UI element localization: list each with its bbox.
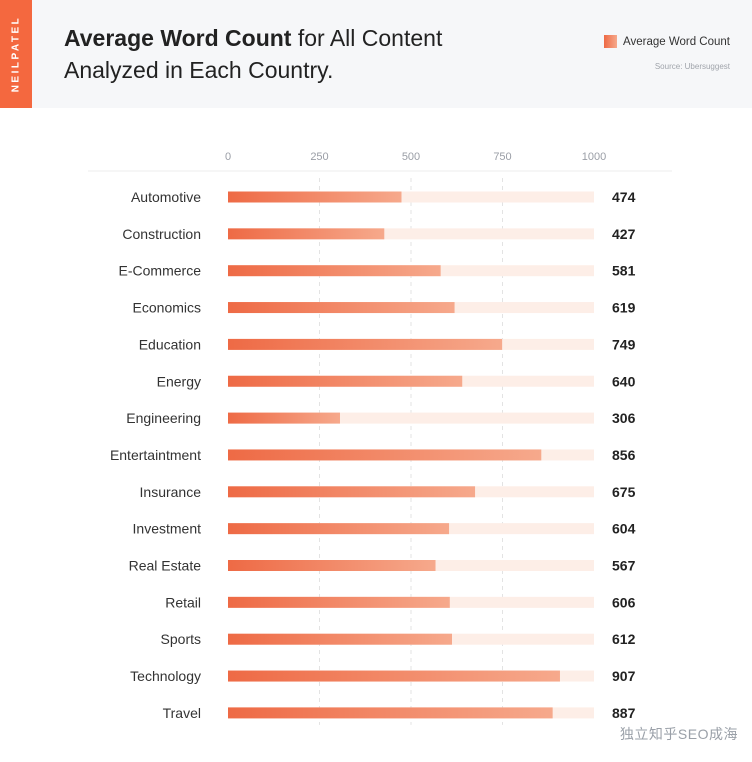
bar-row: Construction 427 <box>122 226 635 242</box>
bar-row: Economics 619 <box>133 300 636 316</box>
category-label: Travel <box>163 705 201 721</box>
value-label: 619 <box>612 300 636 316</box>
chart-title: Average Word Count for All Content Analy… <box>64 22 534 86</box>
bar <box>228 486 476 498</box>
bar-row: Investment 604 <box>133 521 636 537</box>
chart-legend: Average Word Count <box>604 35 730 48</box>
category-label: E-Commerce <box>119 263 202 279</box>
bar-row: Automotive 474 <box>131 189 636 205</box>
bar <box>228 449 542 461</box>
bar-track <box>228 191 594 203</box>
chart-title-rest: for All Content Analyzed in Each Country… <box>64 25 443 83</box>
category-label: Real Estate <box>129 558 202 574</box>
bar-row: Insurance 675 <box>140 484 636 500</box>
bar <box>228 191 402 203</box>
bar-row: Technology 907 <box>130 668 635 684</box>
value-label: 856 <box>612 447 636 463</box>
bar-row: Travel 887 <box>163 705 636 721</box>
value-label: 606 <box>612 594 636 610</box>
category-label: Investment <box>133 521 202 537</box>
bar-row: Entertaintment 856 <box>110 447 636 463</box>
bar <box>228 265 441 277</box>
category-label: Construction <box>122 226 201 242</box>
value-label: 675 <box>612 484 636 500</box>
bar <box>228 707 553 719</box>
category-label: Insurance <box>140 484 202 500</box>
category-label: Entertaintment <box>110 447 201 463</box>
source-note: Source: Ubersuggest <box>654 62 730 71</box>
category-label: Energy <box>157 373 201 389</box>
bar <box>228 338 503 350</box>
bar-chart: 0 250 500 750 1000 Automotive 474 Construction… <box>88 151 672 725</box>
chart-header: NEILPATEL Average Word Count for All Con… <box>0 0 752 108</box>
bar-row: Real Estate 567 <box>129 558 636 574</box>
category-label: Education <box>139 336 201 352</box>
category-label: Technology <box>130 668 201 684</box>
bar <box>228 302 455 314</box>
category-label: Retail <box>165 594 201 610</box>
value-label: 907 <box>612 668 636 684</box>
bar-row: E-Commerce 581 <box>119 263 636 279</box>
category-label: Economics <box>133 300 201 316</box>
bar <box>228 633 452 645</box>
bar <box>228 228 385 240</box>
bar <box>228 670 560 682</box>
category-label: Automotive <box>131 189 201 205</box>
value-label: 612 <box>612 631 636 647</box>
bar <box>228 375 463 387</box>
value-label: 887 <box>612 705 636 721</box>
bars: Automotive 474 Construction 427 E-Commerce 58… <box>110 189 636 721</box>
x-tick-label: 0 <box>225 151 231 163</box>
bar <box>228 560 436 571</box>
value-label: 427 <box>612 226 636 242</box>
x-tick-label: 250 <box>310 151 328 163</box>
watermark: 独立知乎SEO成海 <box>619 726 738 742</box>
bar-row: Retail 606 <box>165 594 635 610</box>
bar <box>228 596 450 608</box>
brand-logo: NEILPATEL <box>10 15 22 93</box>
value-label: 581 <box>612 263 636 279</box>
category-label: Sports <box>161 631 201 647</box>
chart-title-bold: Average Word Count <box>64 25 292 51</box>
bar-row: Energy 640 <box>157 373 636 389</box>
value-label: 749 <box>612 336 636 352</box>
value-label: 567 <box>612 558 636 574</box>
chart-area: 0 250 500 750 1000 Automotive 474 Construction… <box>0 108 752 762</box>
brand-strip: NEILPATEL <box>0 0 32 108</box>
bar-row: Engineering 306 <box>126 410 635 426</box>
bar-row: Education 749 <box>139 336 636 352</box>
x-axis: 0 250 500 750 1000 <box>225 151 606 163</box>
bar <box>228 523 450 535</box>
value-label: 474 <box>612 189 636 205</box>
x-tick-label: 1000 <box>582 151 606 163</box>
bar-row: Sports 612 <box>161 631 636 647</box>
value-label: 640 <box>612 373 636 389</box>
bar-track <box>228 412 594 424</box>
legend-label: Average Word Count <box>623 35 730 48</box>
legend-swatch <box>604 35 618 48</box>
bar-track <box>228 228 594 240</box>
category-label: Engineering <box>126 410 201 426</box>
value-label: 306 <box>612 410 636 426</box>
value-label: 604 <box>612 521 636 537</box>
bar <box>228 412 340 424</box>
x-tick-label: 750 <box>493 151 511 163</box>
x-tick-label: 500 <box>402 151 420 163</box>
